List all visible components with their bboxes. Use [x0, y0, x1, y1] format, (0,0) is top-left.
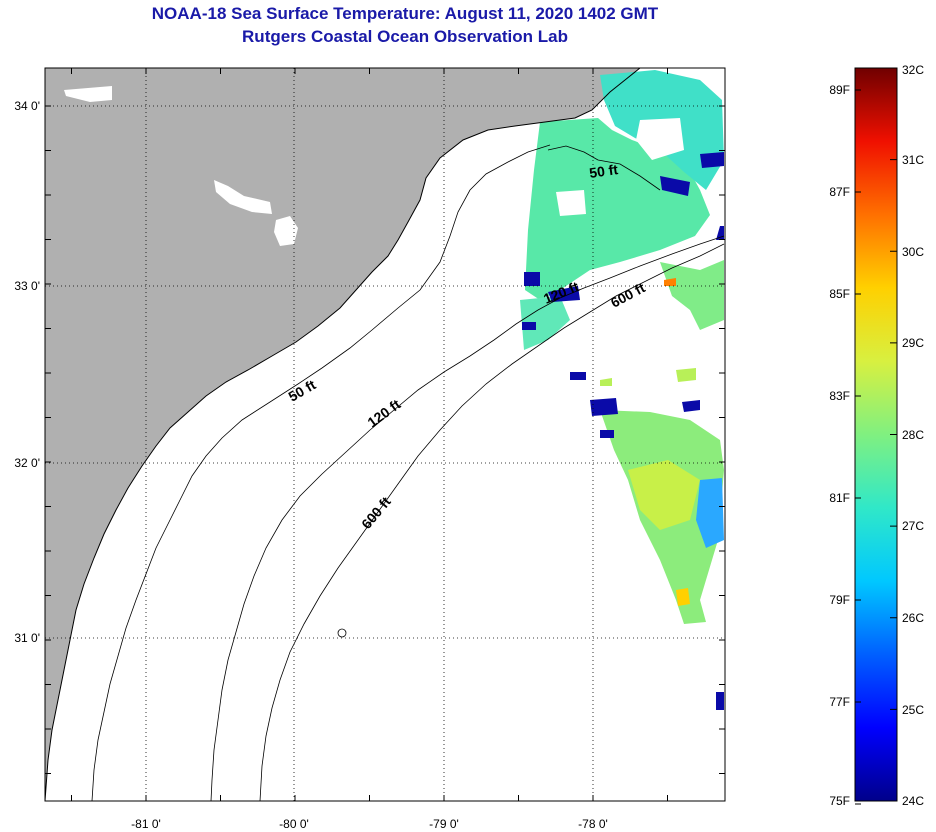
lat-label-32: 32 0': [14, 456, 40, 470]
c-label-32: 32C: [902, 63, 924, 77]
lon-label-81: -81 0': [131, 817, 161, 831]
c-label-24: 24C: [902, 794, 924, 808]
graticule: [45, 68, 725, 801]
lon-label-78: -78 0': [578, 817, 608, 831]
colorbar-ticks: [855, 67, 897, 805]
c-label-28: 28C: [902, 428, 924, 442]
page-subtitle: Rutgers Coastal Ocean Observation Lab: [242, 27, 568, 46]
contour-label-50ft-north: 50 ft: [588, 161, 619, 181]
colorbar-gradient: [854, 67, 898, 802]
inland-water: [64, 86, 298, 246]
f-label-85: 85F: [829, 287, 850, 301]
lat-label-33: 33 0': [14, 279, 40, 293]
f-label-79: 79F: [829, 593, 850, 607]
lon-label-80: -80 0': [279, 817, 309, 831]
axis-ticks: [45, 68, 725, 801]
map-area[interactable]: [45, 68, 725, 801]
colorbar: 89F 87F 85F 83F 81F 79F 77F 75F 32C 31C …: [829, 63, 924, 808]
lon-label-79: -79 0': [429, 817, 459, 831]
f-label-77: 77F: [829, 695, 850, 709]
c-label-31: 31C: [902, 153, 924, 167]
lat-label-31: 31 0': [14, 631, 40, 645]
f-label-89: 89F: [829, 83, 850, 97]
f-label-87: 87F: [829, 185, 850, 199]
sst-data-patches: [520, 70, 724, 710]
f-label-81: 81F: [829, 491, 850, 505]
c-label-27: 27C: [902, 519, 924, 533]
longitude-labels: -81 0' -80 0' -79 0' -78 0': [131, 817, 608, 831]
coastline: [45, 68, 641, 801]
seamount-contour: [337, 628, 347, 638]
c-label-30: 30C: [902, 245, 924, 259]
page-title: NOAA-18 Sea Surface Temperature: August …: [151, 4, 659, 23]
f-label-75: 75F: [829, 794, 850, 808]
c-label-26: 26C: [902, 611, 924, 625]
isobath-600ft: [259, 243, 725, 801]
c-label-25: 25C: [902, 703, 924, 717]
c-label-29: 29C: [902, 336, 924, 350]
isobath-50ft: [91, 144, 551, 801]
f-label-83: 83F: [829, 389, 850, 403]
land-mass: [45, 68, 640, 801]
map-frame: [44, 67, 726, 802]
isobath-50ft-north: [547, 145, 661, 191]
lat-label-34: 34 0': [14, 99, 40, 113]
latitude-labels: 34 0' 33 0' 32 0' 31 0': [14, 99, 40, 645]
